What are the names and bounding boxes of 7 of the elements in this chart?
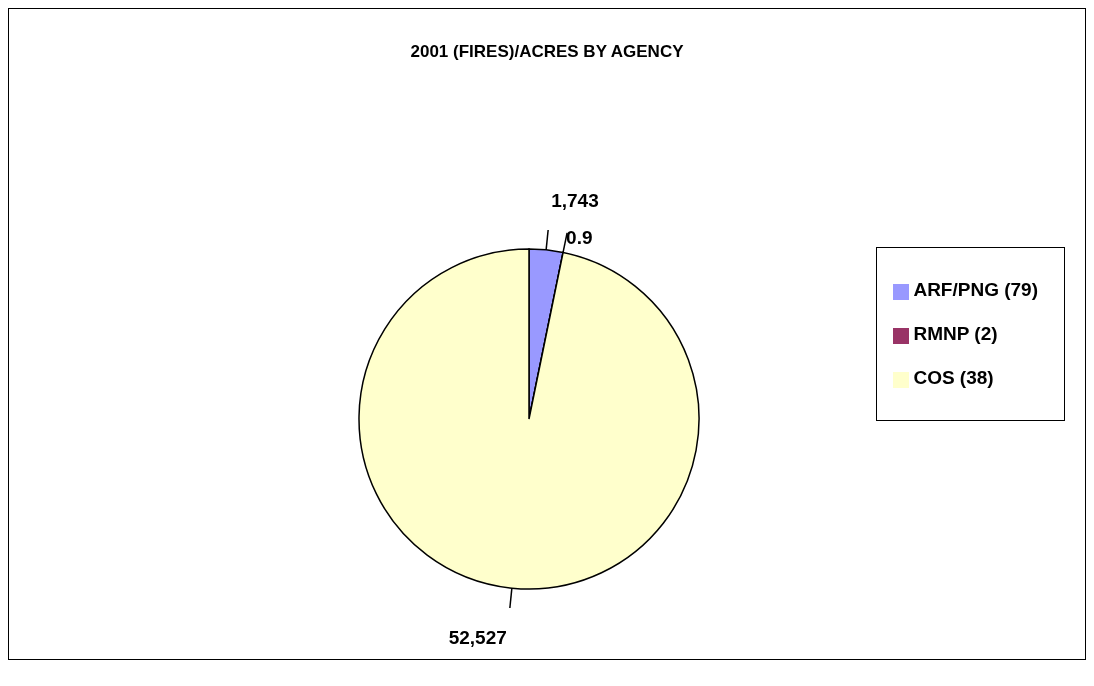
data-label: 52,527 — [448, 627, 507, 649]
legend-label: RMNP (2) — [913, 323, 998, 344]
data-label: 0.9 — [566, 227, 593, 249]
chart-title: 2001 (FIRES)/ACRES BY AGENCY — [410, 42, 685, 61]
legend-label: ARF/PNG (79) — [913, 279, 1038, 300]
data-label: 1,743 — [551, 189, 599, 211]
legend-label: COS (38) — [913, 367, 994, 388]
